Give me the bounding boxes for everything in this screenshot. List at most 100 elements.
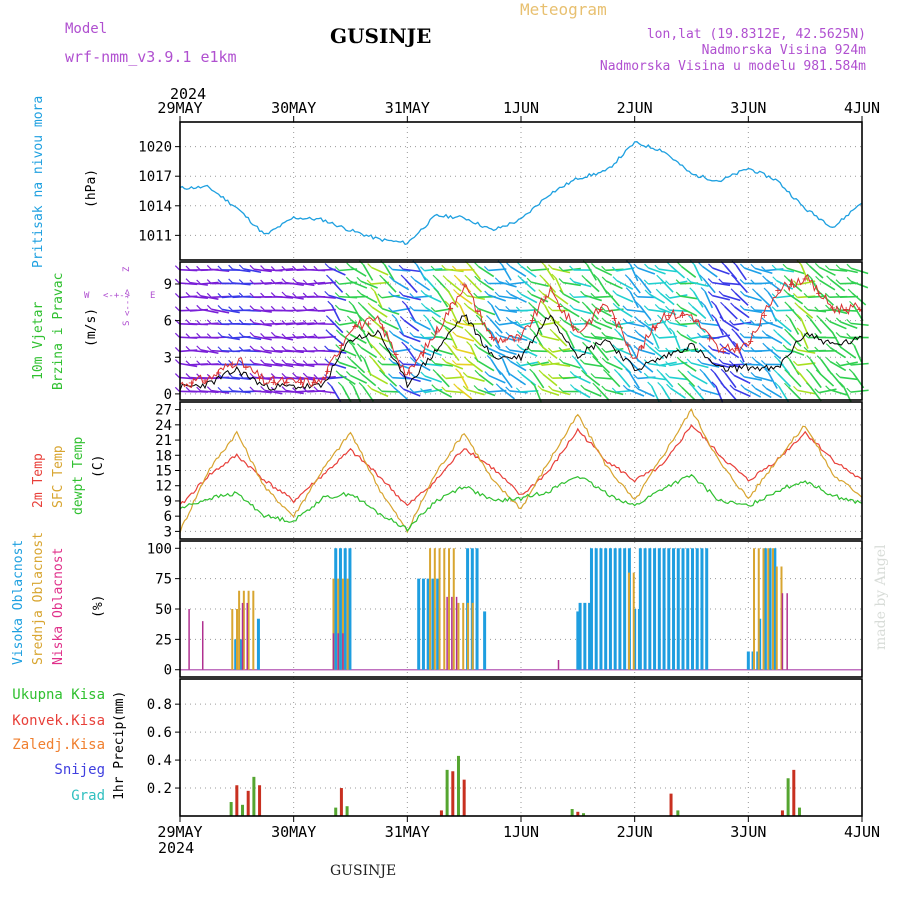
wind-barb — [786, 267, 805, 275]
wind-barb-feather — [826, 275, 832, 281]
wind-gust-marker: + — [775, 286, 781, 297]
pressure-ytick-label: 1020 — [138, 140, 172, 156]
wind-barb-feather — [356, 289, 362, 295]
wind-barb-feather — [324, 345, 330, 351]
wind-barb-feather — [687, 302, 693, 307]
wind-barb — [639, 305, 652, 321]
wind-barb — [839, 295, 859, 299]
wind-barb — [606, 373, 621, 388]
wind-barb-feather — [814, 262, 820, 268]
temp-ylabel-2: SFC Temp — [51, 445, 66, 508]
wind-barb — [352, 304, 363, 322]
wind-barb — [339, 308, 358, 314]
wind-gust-line — [179, 273, 863, 389]
wind-barb — [744, 322, 763, 327]
wind-barb — [693, 264, 703, 282]
wind-barb — [457, 278, 472, 293]
wind-barb-feather — [260, 306, 266, 311]
wind-barb-feather — [249, 305, 255, 311]
wind-barb-feather — [547, 359, 553, 365]
temp-ytick-label: 15 — [155, 464, 172, 480]
wind-barb — [329, 333, 345, 346]
wind-barb-feather — [494, 331, 500, 337]
wind-barb-feather — [217, 332, 223, 337]
wind-barb-feather — [388, 275, 394, 281]
wind-barb — [648, 293, 665, 304]
wind-barb — [381, 307, 400, 315]
wind-barb-feather — [473, 385, 479, 390]
wind-barb-feather — [174, 306, 180, 312]
wind-barb-feather — [785, 354, 791, 360]
wind-barb — [498, 295, 518, 300]
time-label-top: 4JUN — [844, 99, 880, 117]
wind-barb-feather — [774, 381, 780, 387]
wind-barb-feather — [613, 355, 619, 361]
wind-barb — [285, 363, 304, 367]
wind-barb-feather — [571, 355, 577, 361]
wind-barb-feather — [707, 278, 713, 284]
wind-barb — [798, 306, 814, 319]
wind-barb-feather — [697, 332, 702, 338]
wind-barb — [712, 267, 730, 275]
wind-barb-feather — [196, 345, 202, 351]
wind-barb-feather — [313, 374, 319, 380]
wind-barb — [179, 282, 198, 286]
wind-barb — [809, 386, 822, 402]
wind-barb — [414, 279, 431, 291]
wind-barb-feather — [697, 358, 703, 364]
wind-barb-feather — [569, 304, 575, 310]
wind-barb-feather — [720, 328, 726, 334]
wind-gust-marker: + — [829, 303, 835, 314]
wind-barb-feather — [601, 265, 607, 271]
wind-barb — [467, 306, 484, 319]
wind-barb — [648, 267, 666, 275]
wind-barb — [562, 281, 581, 287]
wind-barb-feather — [337, 381, 343, 387]
wind-ylabel-line2: Brzina i Pravac — [51, 273, 66, 390]
series-layer: + + + + + + + + + + + + + + + + + + + + + + + + + + + + + + + + + + + + + + + +… — [174, 141, 869, 816]
wind-barb — [509, 390, 528, 394]
wind-barb-feather — [313, 346, 319, 352]
wind-barb-feather — [474, 343, 479, 349]
wind-barb — [424, 293, 442, 303]
wind-barb-feather — [196, 386, 202, 392]
wind-gust-marker: + — [693, 316, 699, 327]
wind-barb-feather — [516, 330, 522, 336]
wind-barb — [520, 334, 538, 344]
wind-barb-feather — [731, 328, 737, 334]
wind-barb — [605, 389, 624, 396]
wind-barb-feather — [537, 320, 543, 326]
wind-barb-feather — [356, 276, 362, 282]
compass-east: E — [150, 291, 155, 301]
footer-station: GUSINJE — [330, 863, 396, 879]
wind-barb — [264, 362, 283, 367]
precip-ytick-label: 0.2 — [147, 781, 172, 797]
wind-barb-feather — [677, 369, 683, 375]
wind-barb — [692, 386, 706, 402]
wind-barb-feather — [654, 303, 660, 309]
wind-barb-feather — [398, 359, 404, 365]
wind-barb — [520, 293, 538, 304]
wind-barb-feather — [400, 274, 406, 280]
wind-barb-feather — [359, 354, 365, 360]
wind-barb-feather — [498, 354, 504, 360]
wind-barb — [788, 358, 800, 376]
wind-barb — [734, 292, 749, 306]
wind-barb-feather — [526, 361, 532, 367]
wind-barb — [360, 280, 378, 289]
wind-barb-feather — [707, 345, 713, 350]
wind-barb — [596, 345, 610, 361]
wind-barb — [533, 331, 544, 349]
wind-barb — [501, 264, 512, 281]
wind-barb — [584, 335, 603, 341]
wind-barb — [352, 345, 363, 362]
wind-barb — [232, 376, 251, 381]
wind-gust-marker: + — [598, 304, 604, 315]
precip-bar — [786, 778, 790, 816]
wind-barb — [232, 282, 251, 286]
wind-barb — [435, 362, 454, 367]
wind-barb-feather — [750, 320, 756, 326]
wind-barb — [800, 318, 809, 336]
wind-barb — [744, 308, 763, 314]
wind-barb-feather — [835, 292, 841, 298]
